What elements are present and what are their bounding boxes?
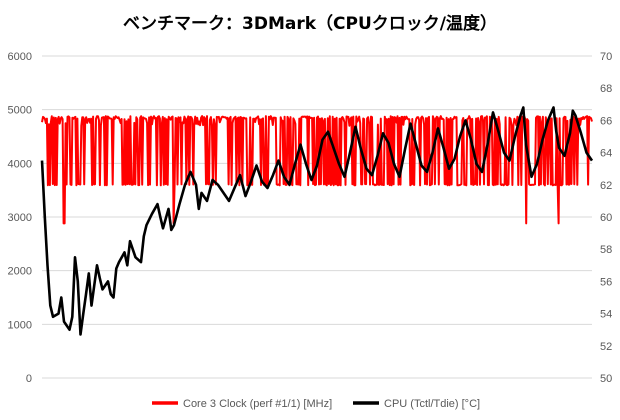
right-tick-label: 66 bbox=[600, 115, 612, 127]
left-tick-label: 0 bbox=[26, 373, 32, 385]
right-tick-label: 56 bbox=[600, 276, 612, 288]
series-line-temp bbox=[40, 106, 594, 336]
right-tick-label: 62 bbox=[600, 180, 612, 192]
left-axis-ticks: 0 1000 2000 3000 4000 5000 6000 bbox=[8, 51, 32, 385]
right-tick-label: 64 bbox=[600, 148, 612, 160]
right-tick-label: 50 bbox=[600, 373, 612, 385]
right-tick-label: 68 bbox=[600, 83, 612, 95]
legend-label-clock: Core 3 Clock (perf #1/1) [MHz] bbox=[183, 398, 332, 410]
left-tick-label: 5000 bbox=[8, 105, 32, 117]
right-tick-label: 52 bbox=[600, 341, 612, 353]
chart-title: ベンチマーク：3DMark（CPUクロック/温度） bbox=[123, 13, 497, 34]
gridlines bbox=[42, 55, 592, 379]
right-tick-label: 70 bbox=[600, 51, 612, 63]
left-tick-label: 3000 bbox=[8, 212, 32, 224]
left-tick-label: 2000 bbox=[8, 266, 32, 278]
legend-label-temp: CPU (Tctl/Tdie) [°C] bbox=[384, 398, 480, 410]
right-tick-label: 60 bbox=[600, 212, 612, 224]
left-tick-label: 4000 bbox=[8, 158, 32, 170]
right-tick-label: 54 bbox=[600, 309, 612, 321]
legend: Core 3 Clock (perf #1/1) [MHz] CPU (Tctl… bbox=[152, 398, 480, 410]
plot-area bbox=[40, 106, 594, 336]
left-tick-label: 1000 bbox=[8, 319, 32, 331]
left-tick-label: 6000 bbox=[8, 51, 32, 63]
right-tick-label: 58 bbox=[600, 244, 612, 256]
series-line-clock bbox=[41, 115, 593, 225]
right-axis-ticks: 50 52 54 56 58 60 62 64 66 68 70 bbox=[600, 51, 612, 385]
